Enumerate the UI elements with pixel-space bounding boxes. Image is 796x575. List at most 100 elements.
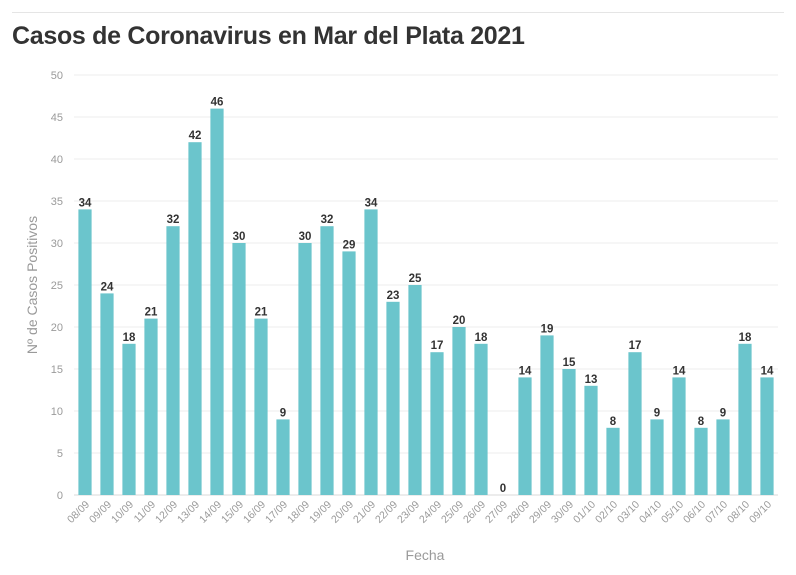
x-tick-label: 29/09 — [527, 499, 554, 526]
bar — [540, 335, 554, 495]
x-tick-label: 27/09 — [483, 499, 510, 526]
bar-value-label: 30 — [299, 231, 312, 243]
bar-value-label: 15 — [563, 357, 576, 369]
y-tick-label: 25 — [51, 280, 63, 292]
x-tick-label: 18/09 — [285, 499, 312, 526]
bar — [78, 209, 92, 495]
bar-value-label: 8 — [610, 416, 617, 428]
bar-value-label: 21 — [145, 307, 158, 319]
top-divider — [12, 12, 784, 13]
x-axis-title: Fecha — [406, 547, 445, 563]
bar-value-label: 13 — [585, 374, 598, 386]
bar — [628, 352, 642, 495]
bar-value-label: 42 — [189, 130, 202, 142]
bar-value-label: 21 — [255, 307, 268, 319]
bar — [122, 343, 136, 495]
bar — [320, 226, 334, 495]
x-tick-label: 02/10 — [593, 499, 620, 526]
y-tick-label: 5 — [57, 448, 63, 460]
x-tick-label: 15/09 — [219, 499, 246, 526]
y-tick-label: 35 — [51, 196, 63, 208]
x-tick-label: 23/09 — [395, 499, 422, 526]
bar-value-label: 9 — [720, 407, 726, 419]
bar — [760, 377, 774, 495]
x-tick-label: 13/09 — [175, 499, 202, 526]
bar-value-label: 0 — [500, 483, 506, 495]
bar-value-label: 32 — [167, 214, 180, 226]
x-tick-label: 17/09 — [263, 499, 290, 526]
x-tick-label: 12/09 — [153, 499, 180, 526]
y-tick-label: 40 — [51, 154, 63, 166]
y-tick-label: 15 — [51, 364, 63, 376]
bar — [232, 243, 246, 495]
bar-value-label: 29 — [343, 239, 356, 251]
y-axis-title: Nº de Casos Positivos — [24, 216, 40, 354]
bar-value-label: 25 — [409, 273, 422, 285]
x-tick-label: 25/09 — [439, 499, 466, 526]
bar — [650, 419, 664, 495]
x-tick-label: 08/09 — [65, 499, 92, 526]
bar — [364, 209, 378, 495]
bar-value-label: 34 — [365, 197, 378, 209]
x-tick-label: 19/09 — [307, 499, 334, 526]
x-tick-label: 08/10 — [725, 499, 752, 526]
bar — [716, 419, 730, 495]
bar-value-label: 30 — [233, 231, 246, 243]
bar-value-label: 14 — [761, 365, 774, 377]
x-tick-label: 14/09 — [197, 499, 224, 526]
bar — [254, 318, 268, 495]
bar-value-label: 34 — [79, 197, 92, 209]
bar-value-label: 18 — [475, 332, 488, 344]
bar — [188, 142, 202, 495]
bar-value-label: 24 — [101, 281, 114, 293]
bar — [408, 285, 422, 495]
bar-value-label: 18 — [123, 332, 136, 344]
x-tick-label: 28/09 — [505, 499, 532, 526]
bar-value-label: 20 — [453, 315, 466, 327]
bar-value-label: 32 — [321, 214, 334, 226]
x-tick-label: 03/10 — [615, 499, 642, 526]
x-tick-label: 21/09 — [351, 499, 378, 526]
x-tick-label: 20/09 — [329, 499, 356, 526]
x-tick-label: 01/10 — [571, 499, 598, 526]
x-tick-label: 09/10 — [747, 499, 774, 526]
bar-value-label: 14 — [673, 365, 686, 377]
x-tick-label: 16/09 — [241, 499, 268, 526]
bar-value-label: 23 — [387, 290, 400, 302]
x-tick-label: 30/09 — [549, 499, 576, 526]
x-tick-label: 26/09 — [461, 499, 488, 526]
bar — [430, 352, 444, 495]
bar-value-label: 18 — [739, 332, 752, 344]
x-tick-label: 24/09 — [417, 499, 444, 526]
y-tick-label: 10 — [51, 406, 63, 418]
x-tick-label: 06/10 — [681, 499, 708, 526]
bar — [672, 377, 686, 495]
bar-value-label: 46 — [211, 97, 224, 109]
x-axis-ticks: 08/0909/0910/0911/0912/0913/0914/0915/09… — [65, 499, 774, 526]
bar — [694, 427, 708, 495]
y-axis-ticks: 0 5 10 15 20 25 30 35 40 45 50 — [51, 70, 63, 502]
bar — [474, 343, 488, 495]
bar-value-label: 14 — [519, 365, 532, 377]
bar — [738, 343, 752, 495]
bar-value-label: 19 — [541, 323, 554, 335]
bar — [452, 327, 466, 495]
x-tick-label: 07/10 — [703, 499, 730, 526]
bar — [166, 226, 180, 495]
y-tick-label: 45 — [51, 112, 63, 124]
bar-value-label: 8 — [698, 416, 705, 428]
bar-value-labels: 34 24 18 21 32 42 46 30 21 9 30 32 29 34 23 25 17 20 18 0 14… — [79, 97, 774, 495]
chart-title: Casos de Coronavirus en Mar del Plata 20… — [12, 22, 525, 50]
x-tick-label: 05/10 — [659, 499, 686, 526]
bar — [100, 293, 114, 495]
y-tick-label: 0 — [57, 490, 63, 502]
x-tick-label: 22/09 — [373, 499, 400, 526]
bar-value-label: 9 — [654, 407, 660, 419]
bars — [78, 108, 774, 495]
x-tick-label: 11/09 — [132, 499, 159, 526]
bar — [342, 251, 356, 495]
x-tick-label: 10/09 — [109, 499, 136, 526]
x-tick-label: 09/09 — [87, 499, 114, 526]
bar — [562, 369, 576, 495]
